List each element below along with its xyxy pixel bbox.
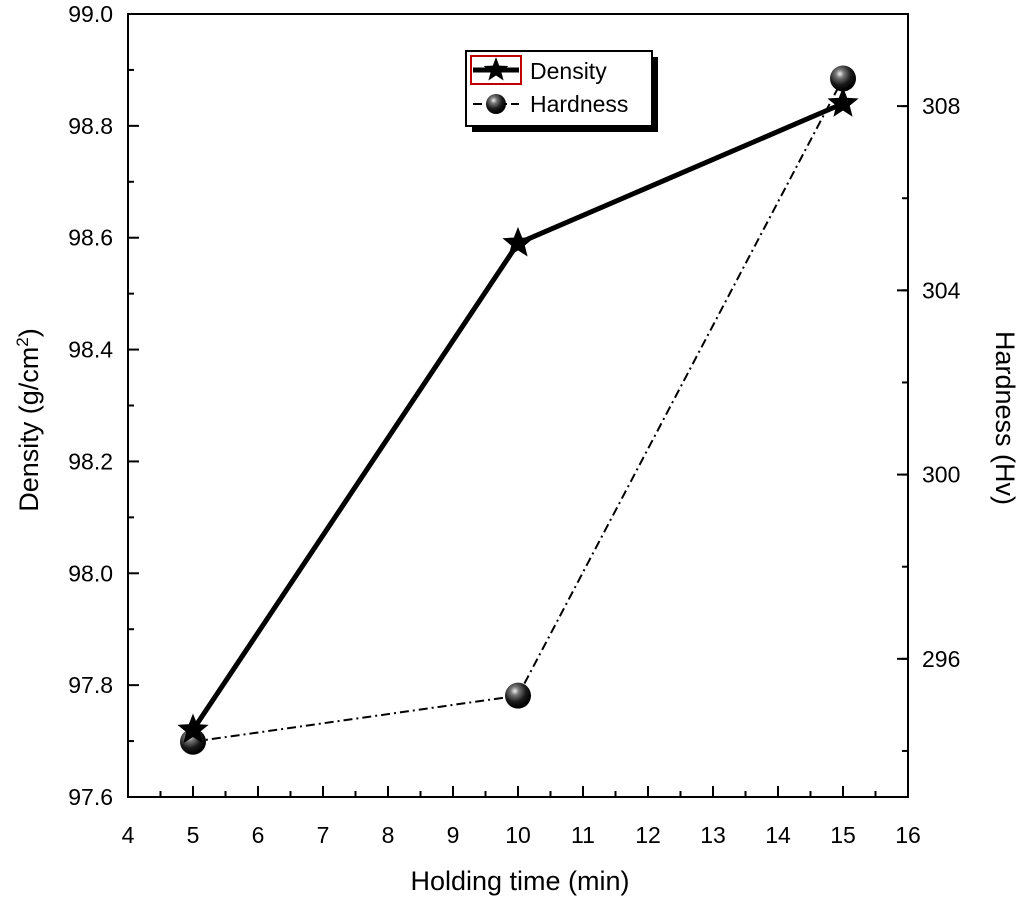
- x-tick-label: 13: [700, 822, 726, 848]
- density-point: [177, 713, 209, 744]
- x-tick-label: 7: [317, 822, 330, 848]
- y-axis-left-ticks: 97.6 97.8 98.0 98.2 98.4 98.6 98.8 99.0: [68, 1, 139, 810]
- x-tick-label: 11: [571, 822, 595, 848]
- y-axis-right-ticks: 296 300 304 308: [897, 13, 961, 752]
- x-tick-label: 5: [187, 822, 200, 848]
- y-left-tick-label: 98.2: [68, 448, 113, 474]
- legend: Density Hardness: [465, 50, 658, 132]
- x-tick-label: 8: [382, 822, 395, 848]
- x-tick-label: 12: [635, 822, 661, 848]
- x-axis-title: Holding time (min): [410, 866, 629, 896]
- x-tick-label: 16: [895, 822, 921, 848]
- y-axis-right-title: Hardness (Hv): [990, 331, 1020, 505]
- legend-density-star: [483, 57, 509, 81]
- x-tick-label: 14: [765, 822, 791, 848]
- density-point: [502, 226, 534, 257]
- x-axis-ticks: 4 5 6 7 8 9 10 11 12 13 14 15 16: [122, 786, 921, 848]
- y-left-tick-label: 99.0: [68, 1, 113, 27]
- y-axis-left-title: Density (g/cm2): [13, 328, 44, 512]
- density-point: [827, 87, 859, 117]
- y-right-tick-label: 308: [922, 93, 960, 119]
- x-tick-label: 4: [122, 822, 135, 848]
- hardness-point: [505, 682, 531, 709]
- legend-hardness-marker: [486, 94, 506, 114]
- y-right-tick-label: 296: [922, 646, 960, 672]
- density-line: [190, 101, 844, 732]
- x-tick-label: 15: [830, 822, 856, 848]
- y-left-tick-label: 97.8: [68, 672, 113, 698]
- y-right-tick-label: 304: [922, 277, 961, 303]
- y-left-tick-label: 98.6: [68, 225, 113, 251]
- x-tick-label: 10: [505, 822, 531, 848]
- y-left-tick-label: 98.8: [68, 113, 113, 139]
- y-left-tick-label: 98.0: [68, 560, 113, 586]
- x-tick-label: 6: [252, 822, 265, 848]
- hardness-point: [830, 65, 856, 92]
- legend-hardness-label: Hardness: [530, 91, 628, 117]
- y-left-tick-label: 97.6: [68, 784, 113, 810]
- x-tick-label: 9: [447, 822, 460, 848]
- legend-density-marker: [483, 57, 509, 81]
- y-left-tick-label: 98.4: [68, 337, 113, 363]
- hardness-line: [192, 78, 844, 743]
- y-right-tick-label: 300: [922, 462, 960, 488]
- legend-density-label: Density: [530, 58, 607, 84]
- series-layer: [177, 65, 859, 755]
- legend-selection-highlight: [470, 55, 522, 85]
